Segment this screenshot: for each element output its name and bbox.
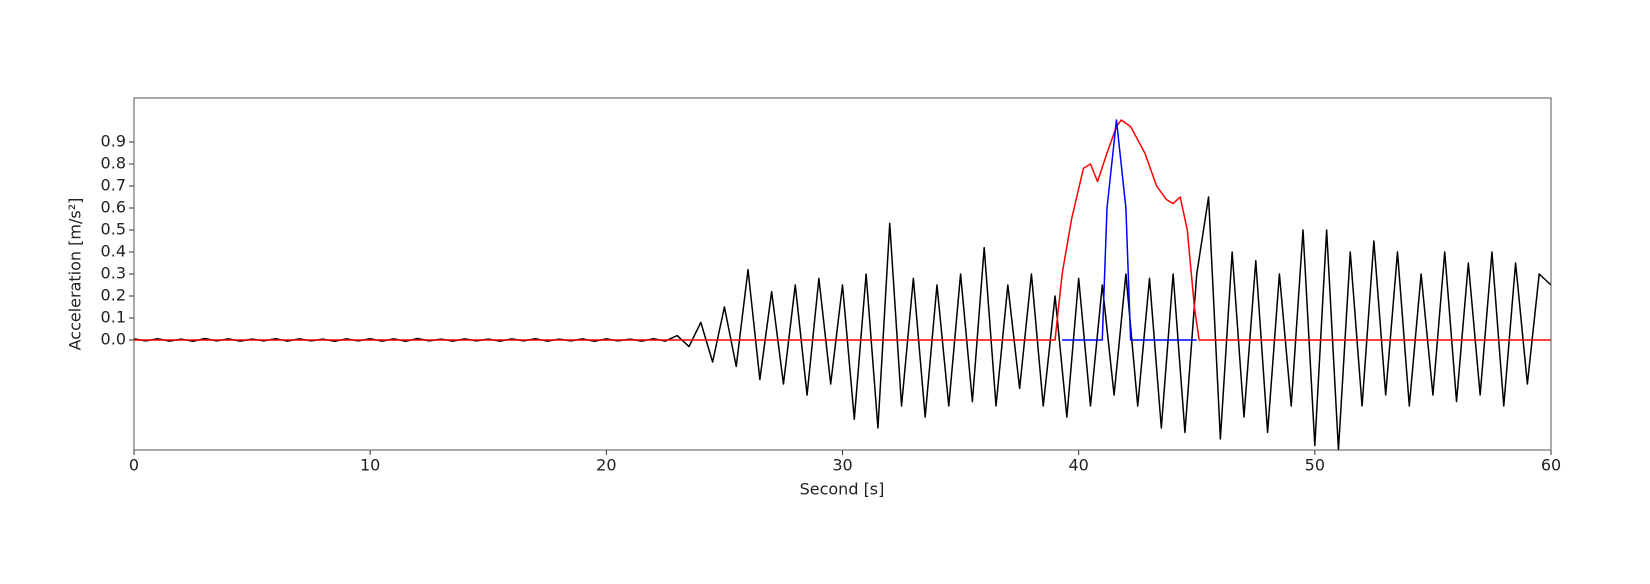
- x-tick-label: 60: [1541, 456, 1561, 475]
- x-tick-label: 30: [832, 456, 852, 475]
- y-tick-label: 0.7: [101, 176, 126, 195]
- y-tick-label: 0.1: [101, 308, 126, 327]
- x-tick-label: 0: [129, 456, 139, 475]
- y-tick-label: 0.6: [101, 198, 126, 217]
- x-tick-label: 20: [596, 456, 616, 475]
- x-axis-label: Second [s]: [800, 480, 885, 499]
- y-axis-label: Acceleration [m/s²]: [66, 198, 85, 351]
- series-line: [134, 119, 1551, 341]
- x-tick-label: 50: [1305, 456, 1325, 475]
- y-tick-label: 0.8: [101, 154, 126, 173]
- y-tick-label: 0.3: [101, 264, 126, 283]
- y-tick-label: 0.0: [101, 330, 126, 349]
- y-tick-label: 0.2: [101, 286, 126, 305]
- plot-frame: [133, 97, 1552, 451]
- y-tick-label: 0.5: [101, 220, 126, 239]
- y-tick-label: 0.4: [101, 242, 126, 261]
- x-tick-label: 10: [360, 456, 380, 475]
- y-tick-label: 0.9: [101, 132, 126, 151]
- series-line: [133, 196, 1552, 451]
- x-tick-label: 40: [1068, 456, 1088, 475]
- series-line: [1062, 119, 1197, 341]
